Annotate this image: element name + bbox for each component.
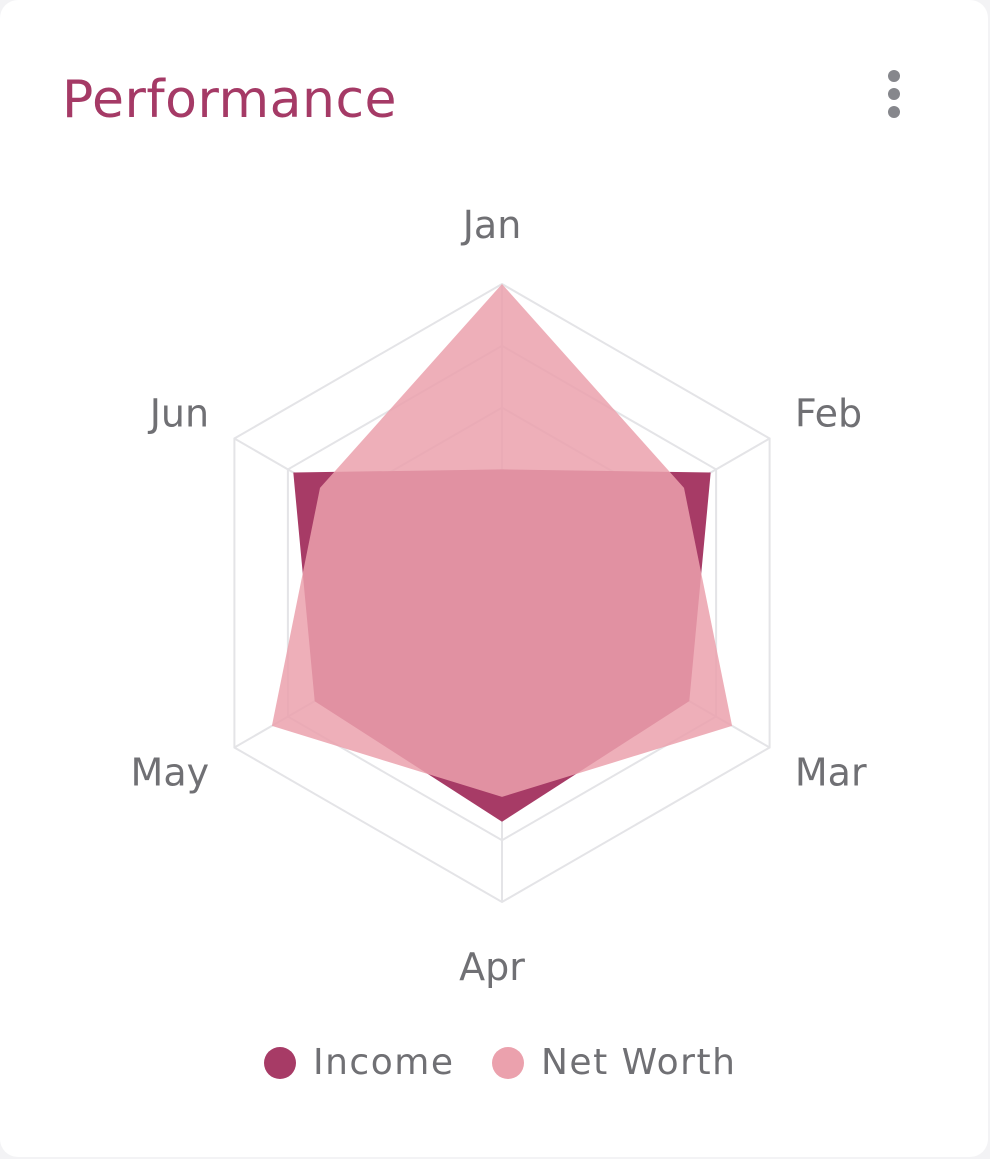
axis-label-apr: Apr bbox=[459, 945, 525, 989]
axis-label-jan: Jan bbox=[461, 203, 522, 247]
axis-label-feb: Feb bbox=[795, 392, 862, 436]
more-vertical-icon-dot bbox=[888, 106, 900, 118]
chart-legend: Income Net Worth bbox=[0, 1040, 990, 1086]
legend-marker-icon bbox=[492, 1047, 524, 1079]
radar-chart: Jan Feb Mar Apr May Jun bbox=[131, 203, 867, 989]
more-options-button[interactable] bbox=[874, 66, 914, 122]
more-vertical-icon-dot bbox=[888, 88, 900, 100]
series-area-net-worth[interactable] bbox=[271, 284, 733, 797]
radar-series bbox=[271, 284, 733, 822]
legend-label: Net Worth bbox=[541, 1042, 737, 1083]
legend-label: Income bbox=[313, 1042, 455, 1083]
axis-label-jun: Jun bbox=[148, 392, 209, 436]
more-vertical-icon bbox=[888, 70, 900, 82]
axis-label-mar: Mar bbox=[795, 751, 867, 795]
legend-marker-icon bbox=[264, 1047, 296, 1079]
axis-label-may: May bbox=[131, 751, 210, 795]
radar-axis-labels: Jan Feb Mar Apr May Jun bbox=[131, 203, 867, 989]
card-title: Performance bbox=[62, 70, 398, 130]
